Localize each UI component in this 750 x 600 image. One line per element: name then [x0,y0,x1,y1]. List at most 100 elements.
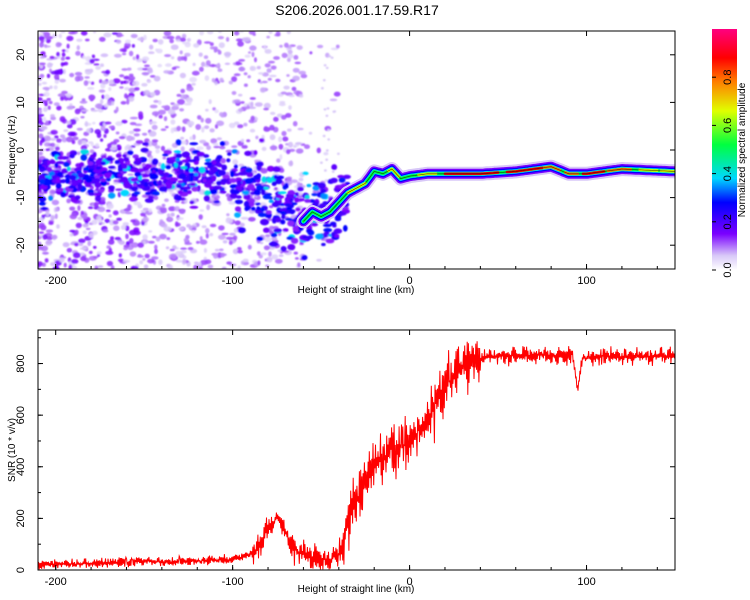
noise-blob [292,121,298,127]
noise-blob [61,49,67,52]
noise-blob [50,215,55,221]
band-blob [256,184,264,191]
noise-blob [166,237,171,241]
band-blob [108,192,116,199]
band-blob [234,199,244,205]
band-blob [205,158,212,162]
noise-blob [193,264,198,269]
band-blob [343,225,348,232]
noise-blob [76,38,83,42]
noise-blob [257,260,261,266]
band-blob [256,236,264,242]
noise-blob [244,54,251,58]
noise-blob [62,69,66,75]
noise-blob [154,248,158,255]
noise-blob [114,236,121,241]
noise-blob [74,242,79,247]
noise-blob [77,205,81,211]
noise-blob [293,145,297,148]
noise-blob [296,181,301,188]
noise-blob [199,31,204,36]
noise-blob [290,179,298,183]
band-blob [80,149,90,155]
noise-blob [279,44,283,48]
noise-blob [108,79,114,85]
band-blob [117,166,124,172]
noise-blob [177,56,182,62]
band-blob [220,178,228,183]
band-blob [134,191,141,195]
noise-blob [85,38,90,42]
noise-blob [329,98,338,102]
noise-blob [225,193,231,198]
band-blob [123,156,130,162]
band-blob [109,186,115,192]
band-blob [87,164,95,169]
band-blob [301,254,308,261]
noise-blob [189,77,198,83]
band-blob [297,186,304,192]
noise-blob [224,62,231,65]
noise-blob [131,44,135,48]
band-blob [311,192,318,197]
noise-blob [151,141,158,147]
band-blob [287,244,296,251]
noise-blob [249,65,255,71]
noise-blob [186,223,192,228]
band-blob [104,172,112,178]
noise-blob [261,146,267,151]
noise-blob [284,42,289,48]
noise-blob [59,116,66,123]
noise-blob [153,195,159,200]
noise-blob [61,137,68,143]
noise-blob [45,229,54,233]
noise-blob [233,121,240,126]
noise-blob [181,33,187,39]
noise-blob [237,249,243,254]
noise-blob [57,93,66,97]
noise-blob [68,264,73,269]
band-blob [188,172,196,177]
band-blob [152,180,158,186]
band-blob [245,167,253,173]
band-blob [194,172,199,177]
noise-blob [204,259,212,265]
band-blob [196,180,202,184]
band-blob [278,191,287,195]
band-blob [181,159,190,163]
band-blob [210,166,218,173]
noise-blob [297,127,304,131]
noise-blob [335,44,340,49]
noise-blob [88,250,93,255]
noise-blob [43,91,50,97]
noise-blob [185,234,190,239]
noise-blob [54,79,59,84]
band-blob [180,166,188,170]
noise-blob [123,80,127,84]
band-blob [275,178,283,185]
band-blob [189,200,195,205]
noise-blob [56,105,62,111]
noise-blob [171,66,177,71]
noise-blob [151,256,159,260]
band-blob [132,167,139,173]
noise-blob [112,78,121,84]
noise-blob [161,105,169,109]
noise-blob [179,108,185,112]
band-blob [244,150,253,156]
noise-blob [121,68,128,71]
band-blob [320,193,328,200]
noise-blob [162,156,167,160]
noise-blob [239,222,245,227]
noise-blob [39,42,44,48]
noise-blob [157,63,163,68]
band-blob [304,195,310,200]
band-blob [134,157,142,161]
noise-blob [269,74,277,78]
band-blob [203,195,211,202]
noise-blob [327,138,331,141]
band-blob [282,228,289,232]
band-blob [95,195,102,202]
noise-blob [144,253,150,259]
noise-blob [152,235,157,239]
